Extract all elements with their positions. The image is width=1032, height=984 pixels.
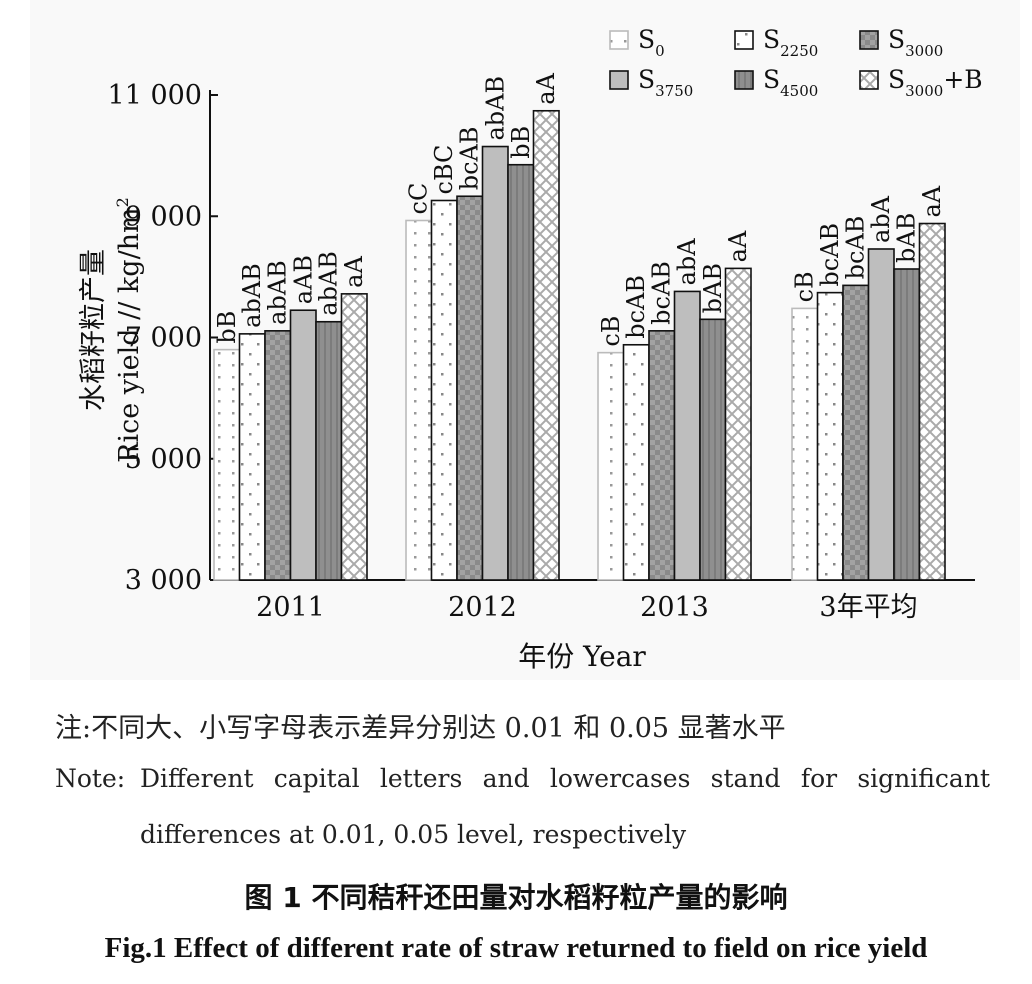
- legend-label-main: S: [888, 25, 905, 54]
- significance-label: cC: [405, 183, 433, 215]
- bar: [315, 320, 343, 581]
- legend-label: S4500: [763, 65, 818, 100]
- significance-label: aA: [724, 230, 752, 262]
- legend-label-subscript: 4500: [780, 82, 818, 100]
- significance-label: bcAB: [816, 223, 844, 287]
- y-tick-label: 3 000: [125, 565, 202, 596]
- bar: [791, 307, 819, 581]
- y-axis-title-en-text: Rice yield // kg/hm: [114, 207, 145, 463]
- legend-label-subscript: 0: [655, 42, 665, 60]
- legend-label-main: S: [638, 25, 655, 54]
- legend-label-main: S: [763, 25, 780, 54]
- bar: [430, 199, 458, 581]
- legend-swatch: [859, 30, 879, 50]
- bar: [213, 348, 241, 581]
- x-tick-label: 2012: [448, 592, 517, 623]
- y-axis-title-cn: 水稻籽粒产量: [78, 249, 109, 411]
- bar: [699, 318, 727, 581]
- significance-label: bcAB: [622, 275, 650, 339]
- significance-label: bcAB: [456, 126, 484, 190]
- x-tick-label: 2011: [256, 592, 325, 623]
- bar: [597, 351, 625, 581]
- legend-label-subscript: 3000: [905, 82, 943, 100]
- legend-swatch: [609, 70, 629, 90]
- y-tick-label: 9 000: [125, 201, 202, 232]
- bar-chart: 3 000 5 000 7 000 9 000 11 000 2011 2012 2013 3年…: [78, 25, 983, 673]
- significance-label: abA: [867, 195, 895, 243]
- legend-label: S3000+B: [888, 65, 983, 100]
- legend-swatch: [859, 70, 879, 90]
- legend-label-subscript: 2250: [780, 42, 818, 60]
- significance-label: abAB: [238, 263, 266, 328]
- bar: [238, 333, 266, 581]
- significance-label: bcAB: [842, 216, 870, 280]
- significance-label: cBC: [430, 145, 458, 195]
- bar: [648, 330, 676, 581]
- legend-label: S0: [638, 25, 665, 60]
- footnote-english-label: Note:: [55, 764, 126, 793]
- legend-label-subscript: 3000: [905, 42, 943, 60]
- legend-label-subscript: 3750: [655, 82, 693, 100]
- legend-swatch: [734, 30, 754, 50]
- bar: [918, 222, 946, 581]
- y-tick-label: 5 000: [125, 444, 202, 475]
- y-tick-label: 7 000: [125, 323, 202, 354]
- significance-label: aA: [532, 72, 560, 104]
- significance-label: cB: [791, 271, 819, 302]
- legend-label-main: S: [638, 65, 655, 94]
- figure-caption-chinese: 图 1 不同秸秆还田量对水稻籽粒产量的影响: [244, 881, 788, 914]
- significance-label: aAB: [289, 255, 317, 304]
- significance-label: abAB: [315, 251, 343, 316]
- bar: [842, 284, 870, 581]
- footnote-english-line-2: differences at 0.01, 0.05 level, respect…: [140, 820, 687, 849]
- legend-label-suffix: +B: [943, 65, 982, 94]
- bar: [264, 330, 292, 581]
- bar: [867, 248, 895, 581]
- y-axis-title-en: Rice yield // kg/hm2: [113, 197, 145, 463]
- significance-label: abAB: [264, 260, 292, 325]
- significance-label: aA: [918, 185, 946, 217]
- bar: [405, 219, 433, 581]
- significance-label: abA: [673, 238, 701, 286]
- x-tick-label: 3年平均: [819, 592, 917, 623]
- legend-label: S3000: [888, 25, 943, 60]
- figure-caption-english: Fig.1 Effect of different rate of straw …: [104, 932, 928, 964]
- significance-label: cB: [597, 316, 625, 347]
- footnote-chinese: 注:不同大、小写字母表示差异分别达 0.01 和 0.05 显著水平: [55, 713, 786, 744]
- significance-label: bcAB: [648, 261, 676, 325]
- x-axis-title: 年份 Year: [518, 640, 646, 673]
- bar: [622, 343, 650, 581]
- bar: [724, 267, 752, 581]
- significance-label: bB: [507, 126, 535, 159]
- significance-label: abAB: [481, 76, 509, 141]
- legend-label: S2250: [763, 25, 818, 60]
- bar: [532, 109, 560, 581]
- y-axis-title-superscript: 2: [113, 197, 132, 207]
- footnote-english-line-1: Different capital letters and lowercases…: [140, 764, 990, 793]
- bar: [673, 290, 701, 581]
- bar: [507, 163, 535, 581]
- bar: [289, 309, 317, 581]
- x-tick-label: 2013: [640, 592, 709, 623]
- bar: [893, 268, 921, 581]
- bar: [816, 291, 844, 581]
- bar: [481, 145, 509, 581]
- y-tick-label: 11 000: [108, 80, 202, 111]
- chart-panel: 3 000 5 000 7 000 9 000 11 000 2011 2012 2013 3年…: [30, 0, 1020, 680]
- significance-label: bAB: [699, 263, 727, 313]
- significance-label: aA: [340, 256, 368, 288]
- legend-label-main: S: [888, 65, 905, 94]
- legend-label-main: S: [763, 65, 780, 94]
- significance-label: bAB: [893, 213, 921, 263]
- legend-swatch: [609, 30, 629, 50]
- legend-label: S3750: [638, 65, 693, 100]
- legend-swatch: [734, 70, 754, 90]
- bar: [456, 195, 484, 581]
- significance-label: bB: [213, 311, 241, 344]
- bar: [340, 293, 368, 581]
